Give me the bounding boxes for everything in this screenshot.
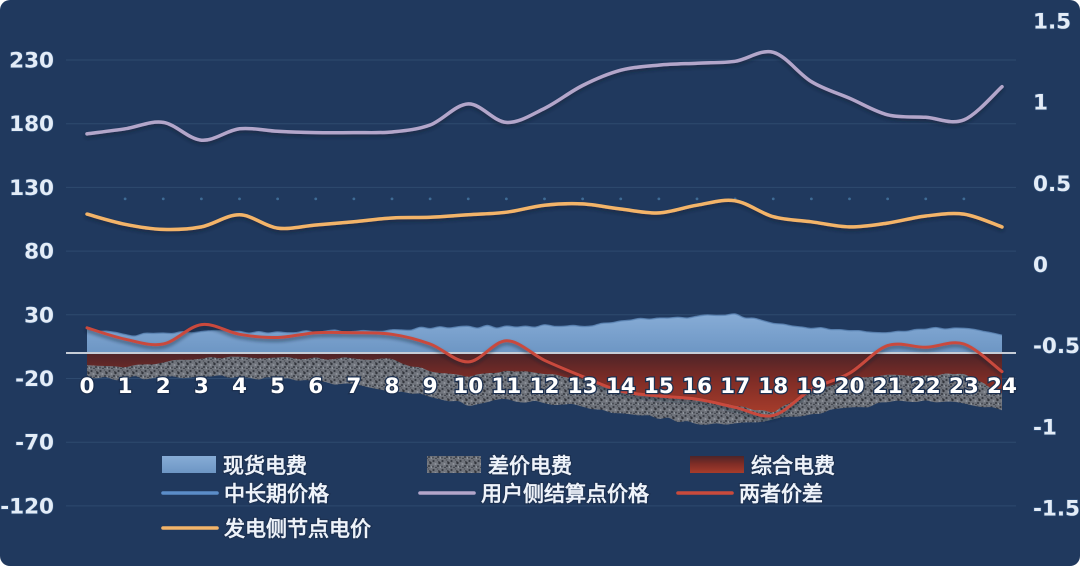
- line-marker: [276, 197, 280, 201]
- x-axis-label: 11: [491, 374, 521, 399]
- x-axis-label: 6: [308, 374, 323, 399]
- x-axis-label: 7: [346, 374, 361, 399]
- line-marker: [619, 197, 623, 201]
- y-axis-left-label: 30: [24, 303, 54, 328]
- x-axis-label: 24: [987, 374, 1017, 399]
- line-user-side-settlement-price: [85, 49, 1004, 142]
- x-axis-label: 20: [835, 374, 865, 399]
- y-axis-left-label: 130: [9, 176, 54, 201]
- x-axis-label: 18: [758, 374, 788, 399]
- x-axis-label: 1: [118, 374, 133, 399]
- x-axis-label: 5: [270, 374, 285, 399]
- legend-label: 综合电费: [751, 454, 835, 478]
- x-axis-label: 21: [873, 374, 903, 399]
- line-marker: [809, 197, 813, 201]
- x-axis-label: 4: [232, 374, 247, 399]
- line-marker: [199, 197, 203, 201]
- x-axis-label: 23: [949, 374, 979, 399]
- x-axis-label: 15: [644, 374, 674, 399]
- line-marker: [314, 197, 318, 201]
- y-axis-right-label: -1: [1033, 415, 1057, 440]
- y-axis-right-label: 1.5: [1033, 10, 1071, 35]
- legend-label: 用户侧结算点价格: [481, 482, 650, 506]
- legend-swatch-speckled-gray: [427, 456, 481, 473]
- line-marker: [161, 197, 165, 201]
- y-axis-left-label: -120: [0, 494, 54, 519]
- x-axis-label: 0: [80, 374, 95, 399]
- x-axis-label: 13: [568, 374, 598, 399]
- line-marker: [543, 197, 546, 201]
- line-marker: [504, 197, 508, 201]
- legend-label: 发电侧节点电价: [223, 517, 372, 541]
- x-axis-label: 2: [156, 374, 171, 399]
- y-axis-right-label: -1.5: [1033, 496, 1080, 521]
- y-axis-left-label: 80: [24, 240, 54, 265]
- line-marker: [238, 197, 241, 201]
- y-axis-right-label: 0.5: [1033, 172, 1071, 197]
- line-marker: [695, 197, 699, 201]
- y-axis-right-label: 0: [1033, 253, 1048, 278]
- legend-label: 差价电费: [488, 454, 572, 478]
- line-marker: [466, 197, 470, 201]
- line-price-gap: [85, 322, 1004, 418]
- y-axis-right-label: 1: [1033, 91, 1048, 116]
- x-axis-label: 16: [682, 374, 712, 399]
- x-axis-label: 19: [796, 374, 826, 399]
- y-axis-left-label: 230: [9, 48, 54, 73]
- x-axis-label: 3: [194, 374, 209, 399]
- legend-label: 两者价差: [739, 482, 823, 506]
- line-marker: [657, 197, 661, 201]
- legend-label: 中长期价格: [224, 482, 330, 506]
- line-marker: [390, 197, 394, 201]
- legend-swatch-gradient-red: [690, 456, 744, 473]
- x-axis-label: 10: [453, 374, 483, 399]
- x-axis-label: 9: [423, 374, 438, 399]
- line-marker: [848, 197, 851, 201]
- x-axis-label: 12: [530, 374, 560, 399]
- x-axis-label: 17: [720, 374, 750, 399]
- line-marker: [581, 197, 585, 201]
- line-marker: [771, 197, 775, 201]
- legend-label: 现货电费: [223, 454, 307, 478]
- line-marker: [924, 197, 928, 201]
- y-axis-left-label: -20: [15, 367, 54, 392]
- y-axis-left-label: 180: [9, 112, 54, 137]
- x-axis-label: 8: [385, 374, 400, 399]
- area-spot-fee-edge: [86, 313, 1003, 337]
- x-axis-label: 22: [911, 374, 941, 399]
- area-spot-fee: [87, 313, 1002, 353]
- y-axis-left-label: -70: [15, 431, 54, 456]
- area-comp-fee: [87, 353, 1002, 413]
- line-marker: [428, 197, 432, 201]
- y-axis-right-label: -0.5: [1033, 334, 1080, 359]
- legend-swatch-solid-blue: [162, 456, 216, 473]
- line-gen-side-node-price: [85, 198, 1004, 232]
- line-marker: [352, 197, 356, 201]
- line-marker: [123, 197, 127, 201]
- x-axis-label: 14: [606, 374, 636, 399]
- line-marker: [886, 197, 890, 201]
- line-marker: [962, 197, 966, 201]
